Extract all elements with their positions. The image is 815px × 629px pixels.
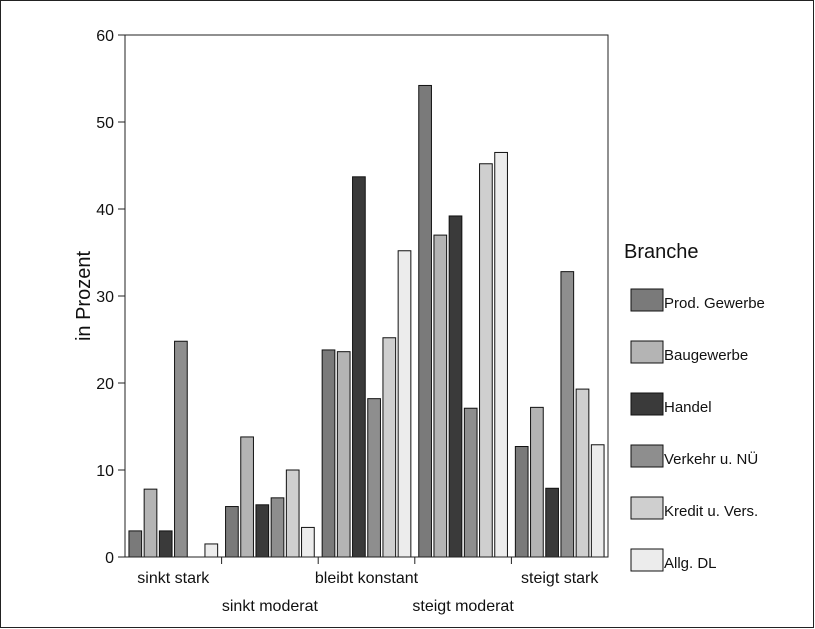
bar-4-5 (560, 271, 575, 558)
legend-label: Kredit u. Vers. (664, 503, 758, 520)
bar-1-3 (321, 349, 336, 558)
y-tick-label: 10 (96, 463, 114, 480)
legend-label: Baugewerbe (664, 347, 748, 364)
bar-4-3 (367, 398, 381, 558)
bar-2-3 (336, 351, 351, 558)
bar-2-4 (433, 234, 448, 558)
bar-6-5 (590, 444, 605, 558)
y-tick-label: 40 (96, 202, 114, 219)
x-tick-label: sinkt moderat (222, 598, 319, 615)
bar-3-4 (448, 215, 463, 558)
y-axis-label: in Prozent (73, 251, 95, 341)
bar-3-1 (158, 530, 173, 558)
bar-5-2 (285, 469, 300, 558)
bar-4-4 (463, 407, 478, 558)
bar-6-2 (301, 526, 315, 558)
legend-label: Handel (664, 399, 712, 416)
legend-label: Verkehr u. NÜ (664, 450, 758, 468)
bar-6-4 (494, 151, 508, 558)
x-tick-label: steigt moderat (412, 598, 514, 615)
bar-1-2 (225, 506, 239, 558)
bar-6-3 (397, 250, 412, 558)
legend-swatch (630, 496, 664, 520)
legend-swatch (630, 340, 664, 364)
x-tick-label: steigt stark (521, 570, 599, 587)
legend-label: Allg. DL (664, 555, 717, 572)
bar-3-3 (352, 176, 366, 558)
bar-2-5 (530, 406, 544, 558)
y-tick-label: 20 (96, 376, 114, 393)
x-tick-label: bleibt konstant (315, 570, 419, 587)
legend-swatch (630, 444, 664, 468)
legend-swatch (630, 548, 664, 572)
bar-4-1 (174, 340, 188, 558)
y-tick-label: 50 (96, 115, 114, 132)
legend-swatch (630, 392, 664, 416)
plot-area (128, 84, 605, 558)
bar-3-5 (545, 487, 559, 558)
bar-5-3 (382, 337, 397, 558)
bar-6-1 (204, 543, 219, 558)
bar-1-5 (514, 446, 529, 558)
y-tick-label: 30 (96, 289, 114, 306)
bar-5-4 (479, 163, 493, 558)
legend-title: Branche (624, 241, 699, 263)
bar-2-2 (240, 436, 254, 558)
y-tick-label: 0 (105, 550, 114, 567)
x-tick-label: sinkt stark (137, 570, 210, 587)
legend-label: Prod. Gewerbe (664, 295, 765, 312)
bar-1-1 (128, 530, 143, 558)
legend-swatch (630, 288, 664, 312)
bar-5-5 (575, 388, 590, 558)
bar-1-4 (418, 84, 432, 558)
bar-4-2 (270, 497, 285, 558)
legend: Branche Prod. Gewerbe Baugewerbe Handel Verk… (624, 241, 765, 572)
bar-3-2 (255, 504, 270, 558)
y-tick-label: 60 (96, 28, 114, 45)
bar-2-1 (143, 488, 158, 558)
